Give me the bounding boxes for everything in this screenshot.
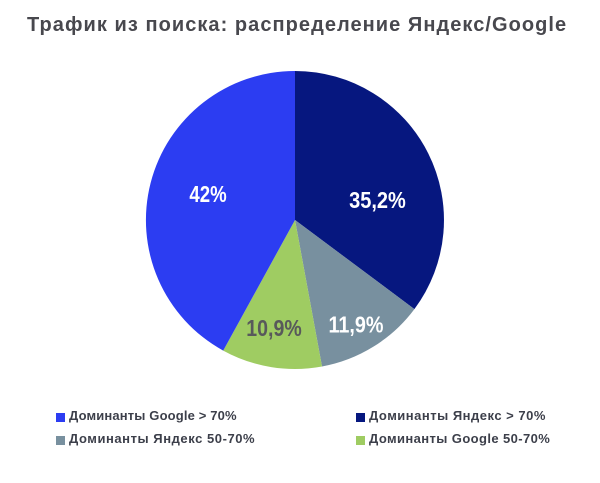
svg-text:35,2%: 35,2% <box>349 187 406 214</box>
svg-text:42%: 42% <box>189 182 227 207</box>
svg-text:11,9%: 11,9% <box>329 312 384 338</box>
svg-text:10,9%: 10,9% <box>246 316 301 342</box>
